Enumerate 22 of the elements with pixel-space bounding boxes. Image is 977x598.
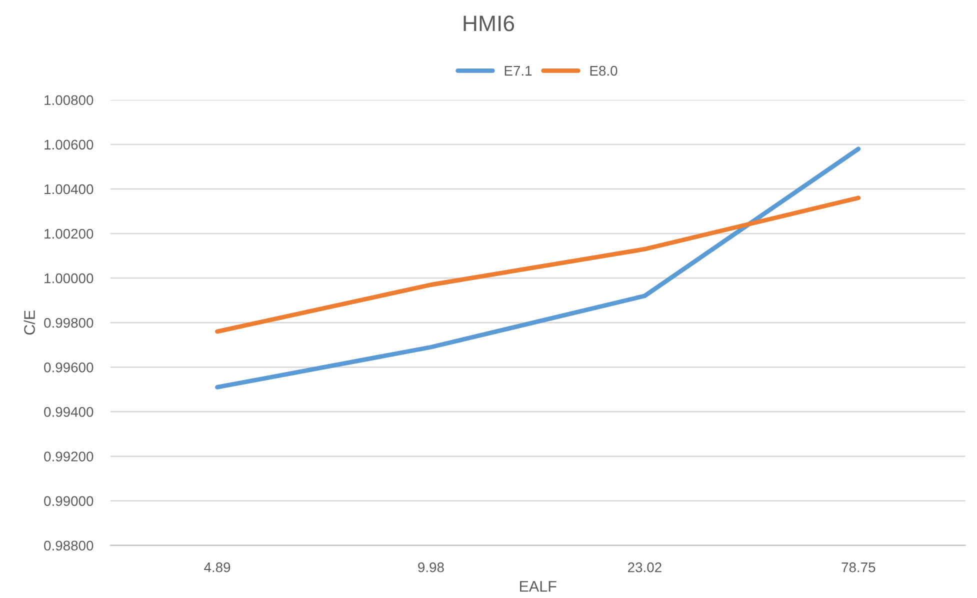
x-tick-label: 78.75 xyxy=(842,562,876,572)
chart-title: HMI6 xyxy=(464,16,514,32)
y-tick-label: 1.00600 xyxy=(44,140,94,150)
y-tick-label: 0.99000 xyxy=(44,496,94,506)
legend-label: E7.1 xyxy=(504,66,532,76)
y-tick-label: 1.00000 xyxy=(44,273,94,284)
y-tick-label: 0.99200 xyxy=(44,452,94,462)
y-tick-label: 0.99400 xyxy=(44,407,94,417)
y-tick-label: 1.00800 xyxy=(44,95,94,106)
y-tick-label: 0.99600 xyxy=(44,362,94,372)
y-tick-label: 1.00400 xyxy=(44,184,94,194)
y-tick-label: 0.98800 xyxy=(44,540,94,551)
x-tick-label: 23.02 xyxy=(628,562,662,572)
line-series xyxy=(215,146,861,390)
y-tick-label: 1.00200 xyxy=(44,228,94,239)
legend-label: E8.0 xyxy=(590,66,618,76)
x-tick-label: 9.98 xyxy=(418,562,444,572)
y-axis-title: C/E xyxy=(24,310,35,335)
x-axis-title: EALF xyxy=(520,581,556,592)
y-tick-label: 0.99800 xyxy=(44,318,94,328)
line-series xyxy=(215,196,861,334)
x-tick-label: 4.89 xyxy=(204,562,230,572)
